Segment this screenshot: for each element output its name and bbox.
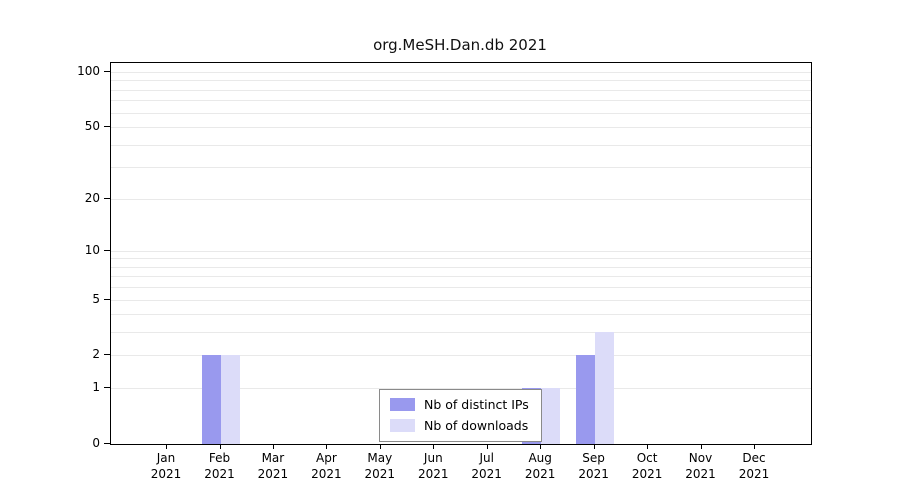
gridline — [111, 388, 811, 390]
legend-swatch-downloads — [390, 419, 415, 432]
gridline — [111, 332, 811, 334]
x-tick-month: May — [367, 451, 393, 465]
bar-nb-of-distinct-ips — [201, 355, 221, 444]
gridline — [111, 276, 811, 278]
gridline — [111, 314, 811, 316]
x-tick-label: Oct 2021 — [615, 450, 679, 482]
x-tick-year: 2021 — [257, 467, 289, 481]
x-tick-year: 2021 — [578, 467, 609, 481]
gridline — [111, 144, 811, 146]
x-tick-month: Sep — [582, 451, 605, 465]
x-tick-year: 2021 — [311, 467, 342, 481]
x-tick-month: Dec — [742, 451, 766, 465]
x-tick-mark — [486, 445, 488, 449]
y-tick-label: 50 — [84, 119, 100, 134]
x-tick-label: May 2021 — [348, 450, 412, 482]
x-tick-month: Mar — [261, 451, 285, 465]
y-tick-mark — [104, 298, 110, 300]
legend-label-downloads: Nb of downloads — [424, 418, 529, 433]
x-tick-month: Oct — [636, 451, 658, 465]
x-tick-label: Jul 2021 — [455, 450, 519, 482]
bar-nb-of-downloads — [541, 388, 561, 444]
x-tick-year: 2021 — [418, 467, 449, 481]
x-tick-year: 2021 — [364, 467, 396, 481]
gridline — [111, 250, 811, 252]
legend: Nb of distinct IPs Nb of downloads — [379, 389, 542, 442]
x-tick-month: Jan — [156, 451, 176, 465]
bar-nb-of-downloads — [220, 355, 240, 444]
gridline — [111, 80, 811, 82]
x-tick-mark — [754, 445, 755, 449]
bar-nb-of-distinct-ips — [575, 355, 595, 444]
x-tick-mark — [379, 445, 381, 449]
gridline — [111, 127, 811, 129]
x-tick-mark — [540, 445, 542, 449]
legend-label-distinct-ips: Nb of distinct IPs — [424, 397, 529, 412]
x-tick-mark — [593, 445, 595, 449]
x-tick-label: Jun 2021 — [401, 450, 465, 482]
y-tick-label: 0 — [92, 436, 100, 450]
x-tick-month: Apr — [316, 451, 337, 465]
legend-item-distinct-ips: Nb of distinct IPs — [390, 397, 529, 412]
chart-title: org.MeSH.Dan.db 2021 — [373, 36, 547, 54]
gridline — [111, 89, 811, 91]
y-tick-mark — [104, 197, 110, 199]
x-tick-month: Feb — [208, 451, 231, 465]
y-tick-mark — [104, 249, 110, 251]
bar-nb-of-downloads — [594, 332, 614, 444]
x-tick-year: 2021 — [524, 467, 556, 481]
x-tick-month: Jul — [479, 451, 494, 465]
x-tick-mark — [326, 445, 328, 449]
y-tick-mark — [104, 387, 110, 389]
x-tick-year: 2021 — [738, 467, 770, 481]
x-tick-label: Apr 2021 — [294, 450, 358, 482]
x-tick-label: Dec 2021 — [722, 450, 786, 482]
x-tick-year: 2021 — [471, 467, 502, 481]
x-tick-year: 2021 — [631, 467, 663, 481]
gridline — [111, 258, 811, 260]
y-tick-label: 100 — [77, 64, 100, 78]
y-tick-label: 20 — [84, 190, 100, 205]
gridline — [111, 112, 811, 114]
y-tick-label: 2 — [92, 347, 100, 362]
x-tick-mark — [166, 445, 167, 449]
y-tick-label: 10 — [84, 242, 100, 257]
y-tick-label: 5 — [92, 291, 100, 306]
gridline — [111, 287, 811, 289]
x-tick-label: Aug 2021 — [508, 450, 572, 482]
x-tick-label: Nov 2021 — [669, 450, 733, 482]
x-tick-label: Jan 2021 — [134, 450, 198, 482]
gridline — [111, 167, 811, 169]
gridline — [111, 72, 811, 73]
legend-swatch-distinct-ips — [390, 398, 415, 411]
y-tick-mark — [104, 126, 110, 128]
gridline — [111, 299, 811, 301]
x-tick-mark — [433, 445, 435, 449]
x-tick-mark — [272, 445, 274, 449]
y-tick-mark — [104, 71, 110, 72]
legend-item-downloads: Nb of downloads — [390, 418, 529, 433]
x-tick-month: Aug — [528, 451, 552, 465]
plot-area — [110, 62, 812, 445]
x-tick-year: 2021 — [150, 467, 182, 481]
gridline — [111, 266, 811, 268]
gridline — [111, 198, 811, 200]
y-tick-label: 1 — [92, 380, 100, 395]
x-tick-mark — [700, 445, 702, 449]
x-tick-mark — [647, 445, 649, 449]
x-tick-label: Mar 2021 — [241, 450, 305, 482]
x-tick-label: Feb 2021 — [188, 450, 252, 482]
x-tick-year: 2021 — [204, 467, 235, 481]
x-tick-month: Nov — [688, 451, 713, 465]
gridline — [111, 355, 811, 357]
y-tick-mark — [104, 354, 110, 356]
x-tick-month: Jun — [423, 451, 443, 465]
gridline — [111, 100, 811, 102]
x-tick-label: Sep 2021 — [562, 450, 626, 482]
x-tick-year: 2021 — [685, 467, 716, 481]
y-tick-mark — [104, 443, 110, 444]
x-tick-mark — [219, 445, 221, 449]
